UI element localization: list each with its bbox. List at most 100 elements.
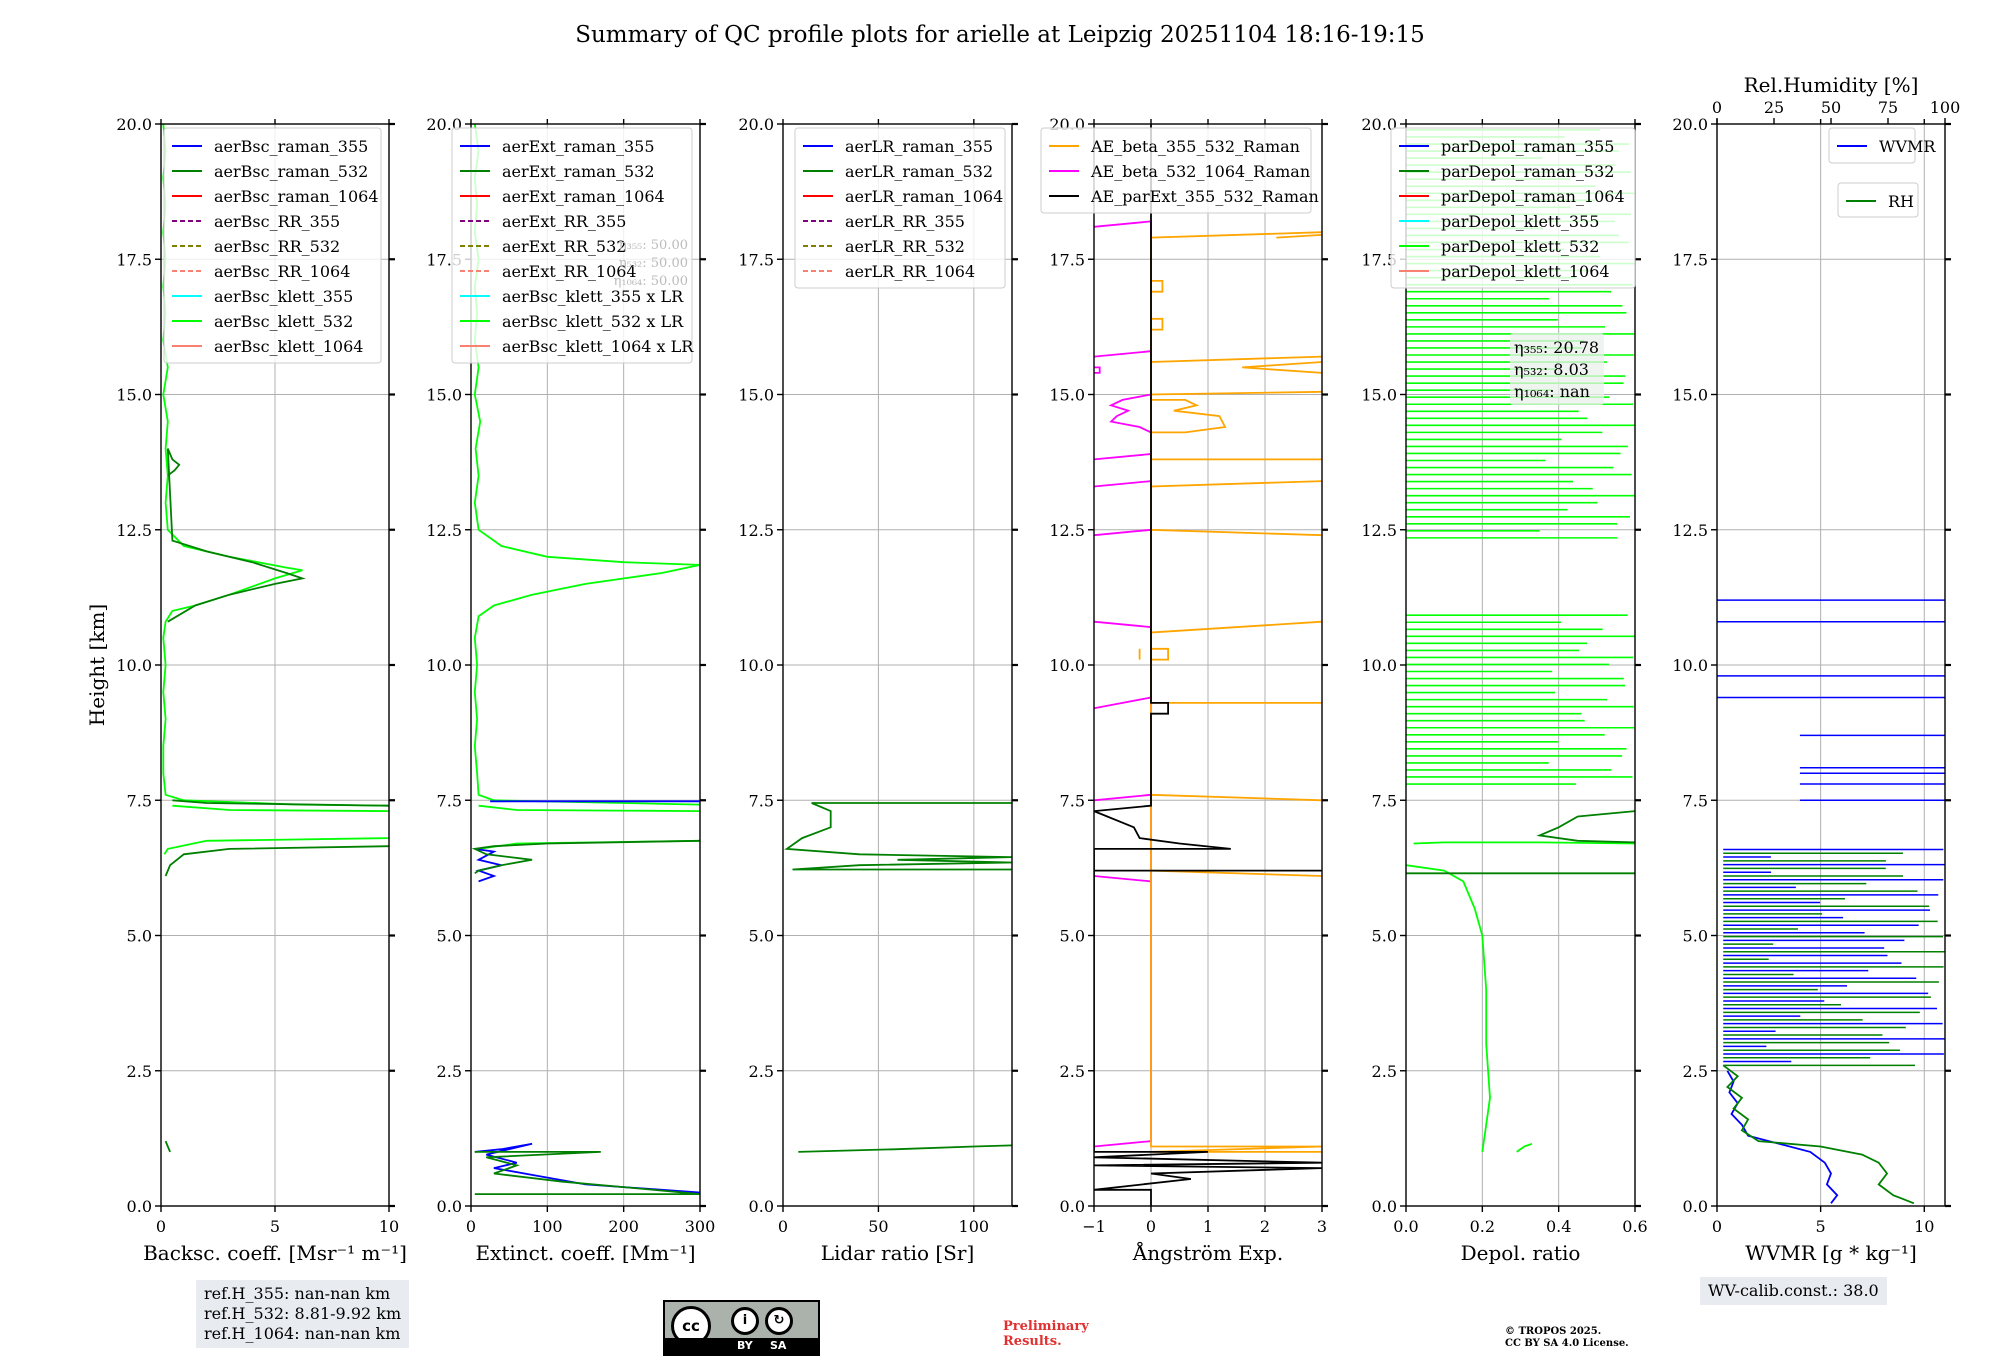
eta-annotation: η₅₃₂: 8.03 <box>1514 360 1589 379</box>
x-tick-label: 100 <box>959 1217 990 1236</box>
y-tick-label: 10.0 <box>426 656 462 675</box>
y-tick-label: 5.0 <box>1372 927 1397 946</box>
x-tick-label: 5 <box>270 1217 280 1236</box>
x-axis-label: Ångström Exp. <box>1132 1240 1283 1265</box>
panel-depol: 0.0 2.5 5.0 7.5 10.0 12.5 15.0 17.5 20.0 0.0 0.2 0.… <box>1361 115 1647 1265</box>
x-axis-label: Lidar ratio [Sr] <box>821 1241 975 1265</box>
y-tick-label: 12.5 <box>738 521 774 540</box>
series-aerBsc_raman_532 <box>166 448 306 623</box>
y-tick-label: 0.0 <box>127 1197 152 1216</box>
legend-label: parDepol_klett_532 <box>1441 237 1599 256</box>
legend-label: aerBsc_klett_355 <box>214 287 353 306</box>
y-tick-label: 15.0 <box>1361 386 1397 405</box>
legend-box <box>451 127 693 364</box>
y-tick-label: 7.5 <box>1060 791 1085 810</box>
legend-label: aerBsc_RR_355 <box>214 212 340 231</box>
legend-label: aerBsc_klett_532 x LR <box>502 312 684 331</box>
series-parDepol_klett_532_low2 <box>1516 1142 1533 1153</box>
y-tick-label: 17.5 <box>738 250 774 269</box>
y-tick-label: 15.0 <box>1672 386 1708 405</box>
y-tick-label: 0.0 <box>437 1197 462 1216</box>
legend-ae: AE_beta_355_532_Raman AE_beta_532_1064_Ra… <box>1040 127 1319 214</box>
y-tick-label: 0.0 <box>749 1197 774 1216</box>
legend-label: aerLR_raman_532 <box>845 162 993 181</box>
y-tick-label: 20.0 <box>1672 115 1708 134</box>
by-icon: i <box>731 1307 759 1335</box>
legend-label: aerLR_raman_355 <box>845 137 993 156</box>
y-tick-label: 17.5 <box>1672 250 1708 269</box>
panel-lr: 0.0 2.5 5.0 7.5 10.0 12.5 15.0 17.5 20.0 0 50 100 Li… <box>738 115 1018 1265</box>
series-AE_beta_532_1064 <box>1094 220 1152 1148</box>
legend-label: aerLR_RR_1064 <box>845 262 975 281</box>
y-tick-label: 2.5 <box>749 1062 774 1081</box>
y-tick-label: 15.0 <box>738 386 774 405</box>
wv-calib-box: WV-calib.const.: 38.0 <box>1700 1277 1887 1305</box>
y-tick-label: 2.5 <box>437 1062 462 1081</box>
x-tick-label: 10 <box>1914 1217 1934 1236</box>
eta-annotation: η₅₃₂: 50.00 <box>619 256 688 271</box>
preliminary-line-2: Results. <box>1003 1334 1062 1349</box>
copyright-line-2: CC BY SA 4.0 License. <box>1505 1338 1629 1349</box>
eta-annotation: η₁₀₆₄: 50.00 <box>614 274 688 289</box>
y-tick-label: 7.5 <box>1372 791 1397 810</box>
series-aerBsc_klett_532_c <box>163 837 389 855</box>
legend2-wv: RH <box>1837 182 1919 218</box>
y-tick-label: 7.5 <box>749 791 774 810</box>
series-group <box>784 802 1012 1153</box>
eta-annotation: η₃₅₅: 50.00 <box>619 238 688 253</box>
legend-ext: aerExt_raman_355 aerExt_raman_532 aerExt_r… <box>451 127 694 364</box>
legend-box <box>1390 127 1636 289</box>
y-tick-label: 0.0 <box>1372 1197 1397 1216</box>
eta-annotation-box <box>1510 333 1604 405</box>
y-tick-label: 17.5 <box>1361 250 1397 269</box>
reference-height-box: ref.H_355: nan-nan km ref.H_532: 8.81-9.… <box>196 1280 410 1348</box>
legend-label: aerBsc_klett_1064 x LR <box>502 337 694 356</box>
legend-label: parDepol_klett_355 <box>1441 212 1599 231</box>
x-axis-label: WVMR [g * kg⁻¹] <box>1745 1241 1917 1265</box>
series-AE_beta_355_532_f <box>1151 317 1164 331</box>
y-tick-label: 5.0 <box>1060 927 1085 946</box>
legend-label: aerBsc_klett_355 x LR <box>502 287 684 306</box>
series-AE_beta_355_532_e <box>1151 279 1164 293</box>
eta-annotation: η₁₀₆₄: nan <box>1514 382 1590 401</box>
y-tick-label: 5.0 <box>127 927 152 946</box>
legend-label: aerLR_RR_532 <box>845 237 965 256</box>
x-tick-label: 5 <box>1816 1217 1826 1236</box>
y-tick-label: 15.0 <box>1049 386 1085 405</box>
legend-wv: WVMR <box>1828 127 1936 164</box>
series-AE_beta_355_532_d <box>1151 398 1227 434</box>
top-x-tick-label: 75 <box>1878 98 1898 117</box>
series-AE_beta_532_1064_c <box>1108 393 1152 434</box>
x-tick-label: 0 <box>156 1217 166 1236</box>
legend-label: aerBsc_raman_532 <box>214 162 368 181</box>
legend-label: aerExt_RR_355 <box>502 212 626 231</box>
x-tick-label: 0.6 <box>1622 1217 1647 1236</box>
x-axis-label: Backsc. coeff. [Msr⁻¹ m⁻¹] <box>143 1241 407 1265</box>
x-tick-label: 300 <box>685 1217 716 1236</box>
y-tick-label: 7.5 <box>127 791 152 810</box>
copyright-note: © TROPOS 2025. CC BY SA 4.0 License. <box>1505 1326 1629 1350</box>
eta-annotation: η₃₅₅: 20.78 <box>1514 338 1599 357</box>
legend-label: aerBsc_raman_1064 <box>214 187 379 206</box>
y-tick-label: 20.0 <box>116 115 152 134</box>
legend-label: aerBsc_klett_1064 <box>214 337 363 356</box>
series-aerBsc_raman_532_b <box>164 845 389 877</box>
series-AE_beta_355_532_b <box>1276 234 1322 239</box>
x-tick-label: 0.0 <box>1393 1217 1418 1236</box>
y-tick-label: 2.5 <box>1060 1062 1085 1081</box>
x-tick-label: 0 <box>466 1217 476 1236</box>
legend-label: aerExt_raman_532 <box>502 162 655 181</box>
legend-label: parDepol_raman_532 <box>1441 162 1614 181</box>
preliminary-note: Preliminary Results. <box>1003 1319 1089 1349</box>
legend-label: aerExt_RR_532 <box>502 237 626 256</box>
legend-label: AE_beta_532_1064_Raman <box>1090 162 1310 181</box>
legend-label: AE_beta_355_532_Raman <box>1090 137 1300 156</box>
ref-h-532: ref.H_532: 8.81-9.92 km <box>204 1304 402 1323</box>
y-tick-label: 10.0 <box>1361 656 1397 675</box>
legend-lr: aerLR_raman_355 aerLR_raman_532 aerLR_rama… <box>794 127 1006 289</box>
y-tick-label: 7.5 <box>1683 791 1708 810</box>
y-tick-label: 17.5 <box>1049 250 1085 269</box>
cc-license-badge: cc i ↻ BY SA <box>663 1300 820 1356</box>
legend-label: WVMR <box>1879 137 1936 156</box>
series-AE_parExt <box>1094 124 1322 1206</box>
